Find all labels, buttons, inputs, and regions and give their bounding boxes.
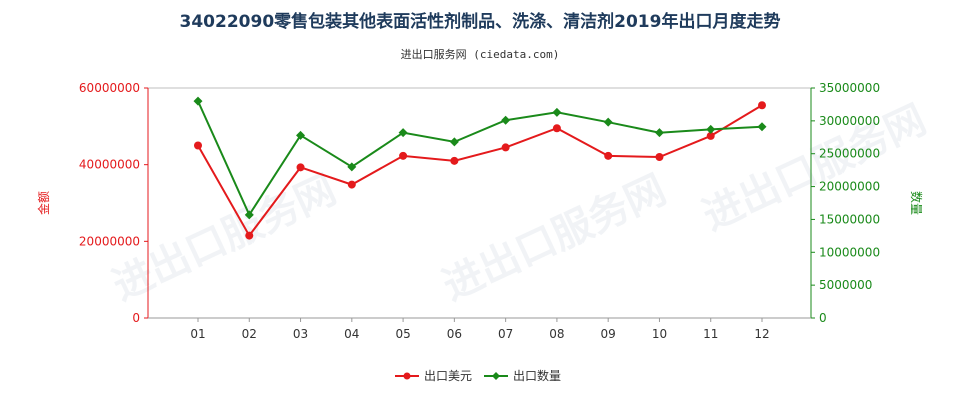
right-tick-label: 30000000 bbox=[819, 114, 880, 128]
legend-quantity-label: 出口数量 bbox=[513, 368, 561, 383]
x-tick-label: 05 bbox=[395, 327, 410, 341]
watermark-text: 进出口服务网 bbox=[106, 166, 343, 310]
right-tick-label: 0 bbox=[819, 311, 827, 325]
data-point-usd[interactable] bbox=[604, 151, 613, 160]
legend: 出口美元 出口数量 bbox=[395, 368, 561, 383]
x-tick-label: 07 bbox=[498, 327, 513, 341]
x-tick-label: 01 bbox=[190, 327, 205, 341]
data-point-quantity[interactable] bbox=[706, 124, 716, 134]
left-axis-title: 金额 bbox=[36, 191, 51, 215]
data-point-usd[interactable] bbox=[501, 143, 510, 152]
legend-quantity-marker bbox=[492, 372, 500, 380]
x-tick-label: 03 bbox=[293, 327, 308, 341]
x-tick-label: 02 bbox=[242, 327, 257, 341]
data-point-quantity[interactable] bbox=[398, 128, 408, 138]
data-point-usd[interactable] bbox=[552, 124, 561, 133]
x-tick-label: 04 bbox=[344, 327, 359, 341]
right-tick-label: 35000000 bbox=[819, 81, 880, 95]
data-point-usd[interactable] bbox=[245, 231, 254, 240]
x-tick-label: 09 bbox=[601, 327, 616, 341]
data-point-quantity[interactable] bbox=[757, 122, 767, 132]
data-point-usd[interactable] bbox=[706, 131, 715, 140]
chart-title: 34022090零售包装其他表面活性剂制品、洗涤、清洁剂2019年出口月度走势 bbox=[180, 11, 781, 32]
x-tick-label: 10 bbox=[652, 327, 667, 341]
series-line-quantity bbox=[197, 100, 763, 217]
watermark-text: 进出口服务网 bbox=[696, 96, 933, 240]
data-point-usd[interactable] bbox=[347, 180, 356, 189]
chart-subtitle: 进出口服务网 (ciedata.com) bbox=[401, 47, 560, 61]
right-axis-ticks: 0 5000000 10000000 15000000 20000000 25000000… bbox=[811, 81, 880, 325]
legend-usd-marker bbox=[403, 372, 411, 380]
data-point-quantity[interactable] bbox=[296, 130, 306, 140]
left-tick-label: 60000000 bbox=[79, 81, 140, 95]
left-axis-ticks: 0 20000000 40000000 60000000 bbox=[79, 81, 148, 325]
right-axis-title: 数量 bbox=[909, 191, 924, 215]
series-layer bbox=[193, 96, 767, 240]
right-tick-label: 25000000 bbox=[819, 147, 880, 161]
x-tick-label: 11 bbox=[703, 327, 718, 341]
legend-item-usd[interactable]: 出口美元 bbox=[395, 369, 472, 383]
data-point-usd[interactable] bbox=[399, 151, 408, 160]
left-tick-label: 40000000 bbox=[79, 158, 140, 172]
data-point-usd[interactable] bbox=[655, 153, 664, 161]
series-line-usd bbox=[197, 104, 763, 238]
data-point-usd[interactable] bbox=[758, 101, 766, 110]
x-tick-label: 08 bbox=[549, 327, 564, 341]
data-point-quantity[interactable] bbox=[603, 117, 613, 127]
data-point-quantity[interactable] bbox=[449, 137, 459, 147]
left-tick-label: 20000000 bbox=[79, 234, 140, 248]
x-axis-ticks: 01 02 03 04 05 06 07 08 09 10 11 12 bbox=[190, 318, 770, 341]
watermark-text: 进出口服务网 bbox=[436, 166, 673, 310]
data-point-quantity[interactable] bbox=[347, 162, 357, 172]
data-point-quantity[interactable] bbox=[654, 128, 664, 138]
data-point-quantity[interactable] bbox=[193, 96, 203, 106]
data-point-usd[interactable] bbox=[194, 141, 202, 150]
data-point-usd[interactable] bbox=[450, 156, 459, 165]
x-tick-label: 06 bbox=[447, 327, 462, 341]
x-tick-label: 12 bbox=[754, 327, 769, 341]
right-tick-label: 10000000 bbox=[819, 245, 880, 259]
right-tick-label: 20000000 bbox=[819, 180, 880, 194]
data-point-quantity[interactable] bbox=[244, 210, 254, 220]
right-tick-label: 15000000 bbox=[819, 212, 880, 226]
data-point-quantity[interactable] bbox=[501, 115, 511, 125]
legend-usd-label: 出口美元 bbox=[424, 369, 472, 383]
right-tick-label: 5000000 bbox=[819, 278, 872, 292]
data-point-usd[interactable] bbox=[296, 163, 305, 172]
legend-item-quantity[interactable]: 出口数量 bbox=[484, 368, 561, 383]
left-tick-label: 0 bbox=[132, 311, 140, 325]
data-point-quantity[interactable] bbox=[552, 107, 562, 117]
